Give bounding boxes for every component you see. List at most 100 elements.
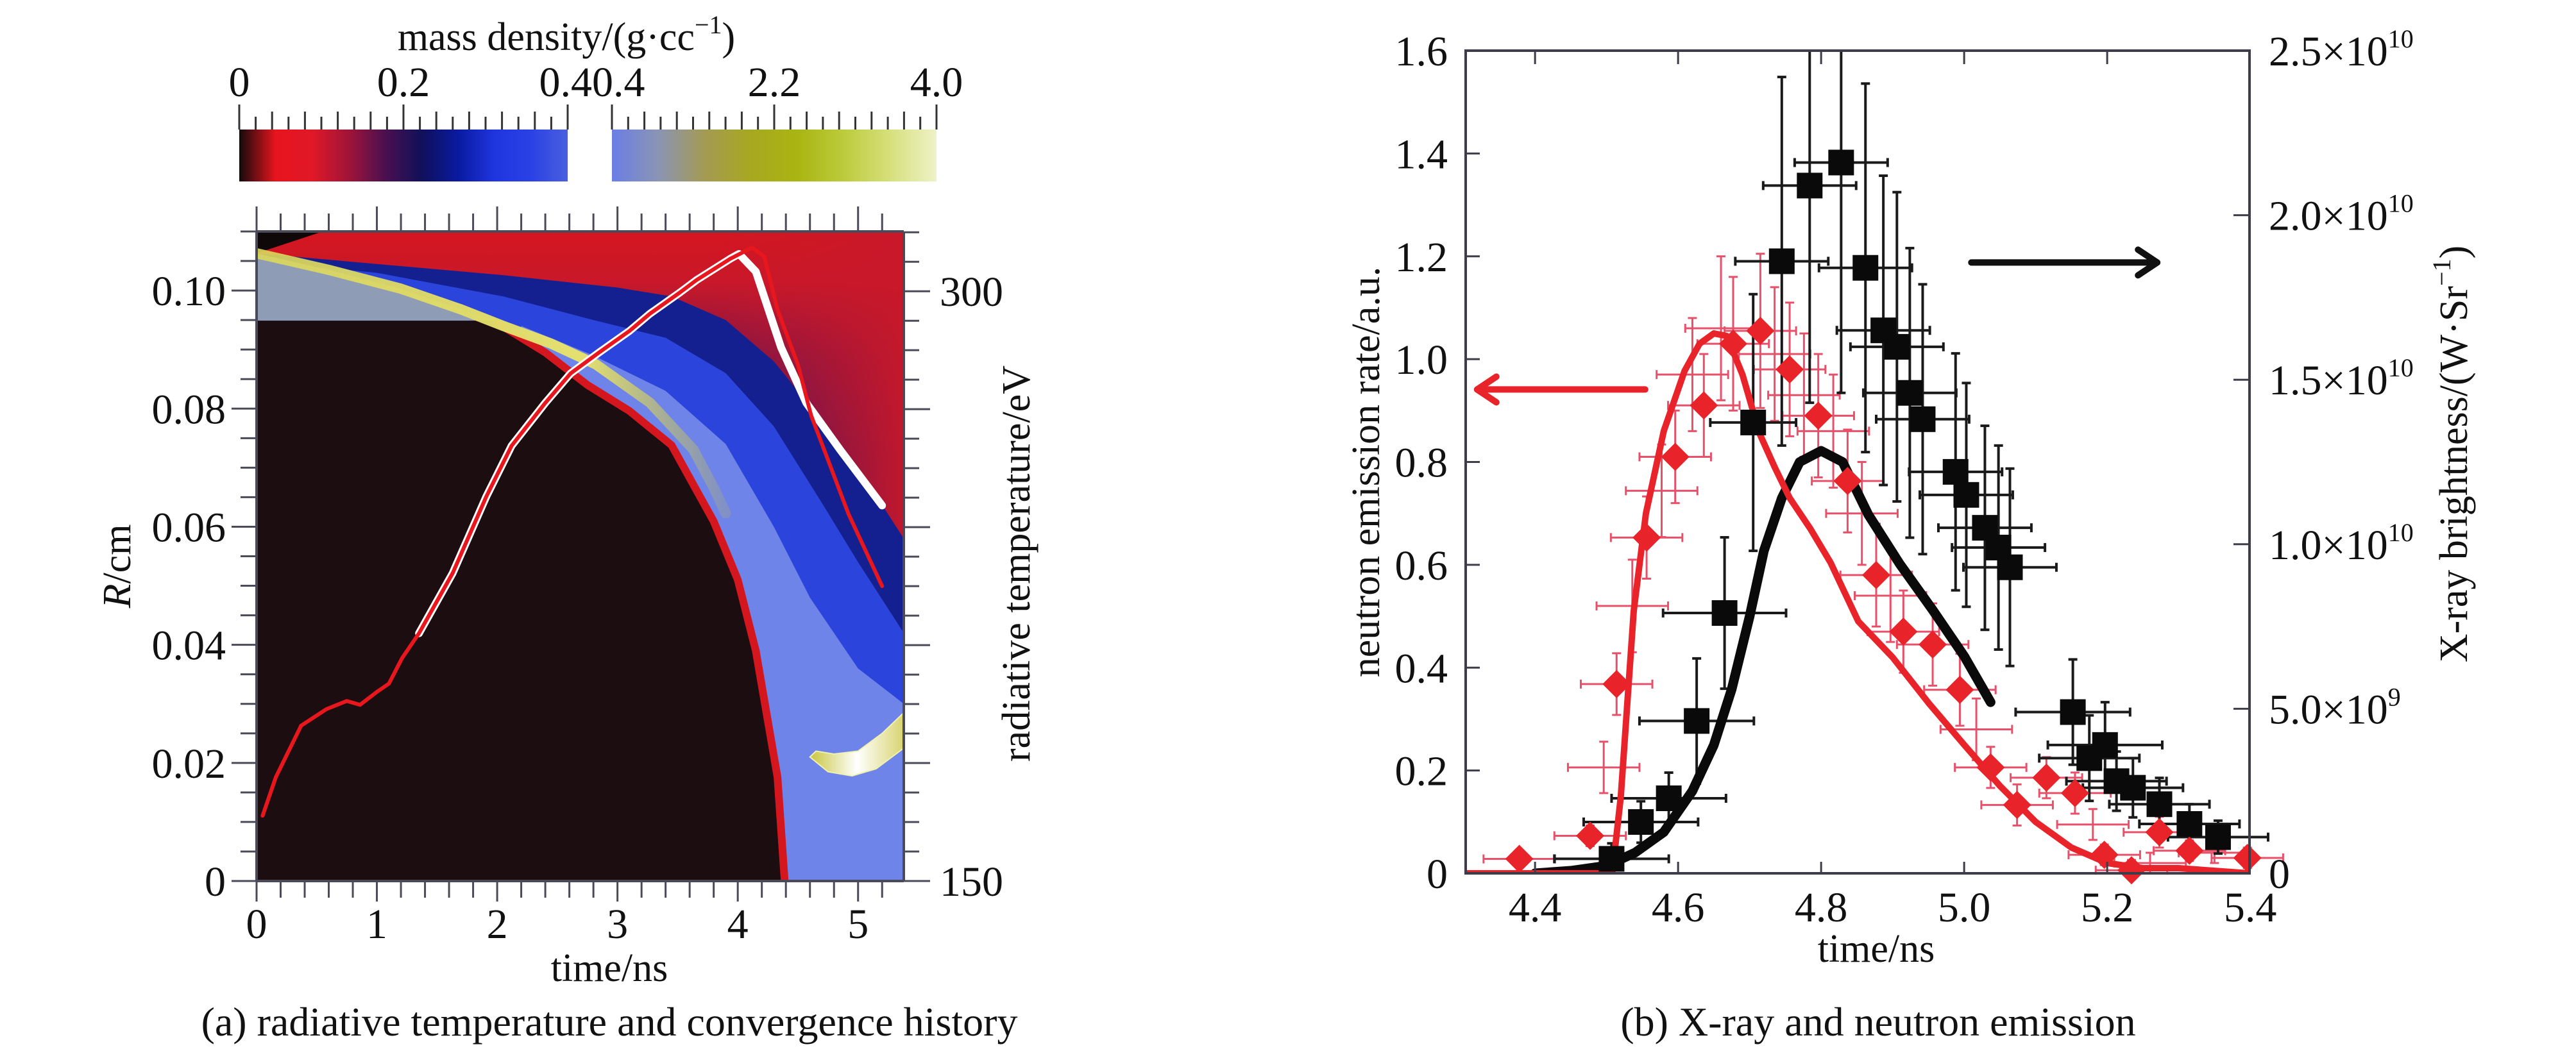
y-tick-label: 0.4 xyxy=(1395,645,1448,692)
arrow-right-icon xyxy=(2135,246,2161,279)
xray-data-point xyxy=(1852,255,1879,281)
neutron-data-point xyxy=(1690,391,1718,420)
neutron-data-point xyxy=(2145,818,2174,846)
y2-tick-base: 1.5×10 xyxy=(2269,357,2388,404)
xray-data-point xyxy=(2120,775,2146,801)
y2-tick-exponent: 10 xyxy=(2388,24,2414,53)
neutron-axis-arrow xyxy=(1473,373,1648,406)
y-tick-label: 0.2 xyxy=(1395,748,1448,795)
xray-data-point xyxy=(1740,409,1767,435)
y2-axis-title: X-ray brightness/(W·Sr−1) xyxy=(2427,246,2476,662)
neutron-data-point xyxy=(1945,675,1974,704)
y2-tick-exponent: 10 xyxy=(2388,353,2414,382)
y2-tick-base: 2.0×10 xyxy=(2269,193,2388,240)
panel-b-caption: (b) X-ray and neutron emission xyxy=(1620,999,2135,1045)
neutron-data-point xyxy=(1576,821,1605,850)
neutron-data-point xyxy=(1804,401,1833,430)
x-tick-label: 3 xyxy=(607,901,628,948)
neutron-data-point xyxy=(1505,844,1534,873)
y2-tick-label: 5.0×109 xyxy=(2269,682,2401,733)
neutron-data-point xyxy=(2060,778,2089,807)
x-tick-label: 4.6 xyxy=(1652,884,1705,931)
axes-a: 0 1 2 3 4 5 0 0.02 0.04 0.06 0.08 0.10 150 300 xyxy=(152,206,1003,948)
neutron-data-point xyxy=(2090,841,2119,869)
colorbar: mass density/(g·cc−1) 0 0.2 0.4 0.4 2.2 4.0 xyxy=(229,10,963,181)
y-tick-label: 0.04 xyxy=(152,623,226,669)
xray-data-point xyxy=(2205,824,2231,850)
error-bars xyxy=(1482,51,2284,875)
x-tick-label: 5.4 xyxy=(2224,884,2277,931)
xray-data-point xyxy=(2146,791,2173,818)
region-yellow-hot-spot xyxy=(809,712,904,777)
arrow-left-icon xyxy=(1473,373,1500,406)
xray-axis-arrow xyxy=(1968,246,2161,279)
y2-axis-title: radiative temperature/eV xyxy=(995,365,1038,762)
neutron-data-point xyxy=(1661,442,1690,471)
y-tick-label: 1.6 xyxy=(1395,28,1448,75)
xray-model-line xyxy=(1530,446,1996,873)
neutron-data-point xyxy=(1746,317,1775,346)
neutron-data-point xyxy=(2032,763,2061,792)
heatmap xyxy=(257,231,904,881)
xray-data-point xyxy=(1628,809,1654,835)
y-tick-label: 1.2 xyxy=(1395,234,1448,281)
neutron-model-line xyxy=(1466,330,2250,873)
neutron-data-point xyxy=(2175,836,2204,865)
neutron-data-point xyxy=(1775,355,1804,384)
colorbar-title-main: mass density/(g·cc xyxy=(398,15,695,59)
y2-tick-base: 0 xyxy=(2269,851,2290,898)
radiative-temperature-line xyxy=(260,246,885,818)
xray-data-point xyxy=(1953,482,1979,508)
colorbar-tick-label: 4.0 xyxy=(910,59,963,106)
model-curves xyxy=(1466,330,2250,873)
y2-tick-exponent: 10 xyxy=(2388,189,2414,218)
xray-data-point xyxy=(1768,248,1795,274)
x-tick-label: 5.0 xyxy=(1938,884,1991,931)
x-tick-label: 5 xyxy=(847,901,869,948)
x-tick-label: 5.2 xyxy=(2081,884,2134,931)
y2-tick-label: 1.5×1010 xyxy=(2269,353,2414,404)
region-corner xyxy=(257,231,323,254)
panel-b: 4.4 4.6 4.8 5.0 5.2 5.400.20.40.60.81.01.21.4… xyxy=(1344,24,2476,1045)
neutron-data-point xyxy=(1919,630,1947,659)
axes-b: 4.4 4.6 4.8 5.0 5.2 5.400.20.40.60.81.01.21.4… xyxy=(1395,24,2414,931)
y-tick-label: 0.02 xyxy=(152,741,226,787)
neutron-data-point xyxy=(1602,669,1631,698)
y2-axis-title-end: ) xyxy=(2432,246,2476,259)
xray-data-point xyxy=(2176,811,2203,837)
y2-tick-base: 1.0×10 xyxy=(2269,522,2388,569)
xray-data-point xyxy=(2060,699,2086,725)
x-tick-label: 1 xyxy=(366,901,387,948)
panel-a: mass density/(g·cc−1) 0 0.2 0.4 0.4 2.2 4.0 0… xyxy=(96,10,1038,1045)
y-tick-label: 0 xyxy=(1427,851,1448,898)
colorbar-title: mass density/(g·cc−1) xyxy=(398,10,735,59)
neutron-data-point xyxy=(1889,617,1918,646)
xray-data-point xyxy=(1598,846,1625,872)
x-tick-label: 4.4 xyxy=(1509,884,1562,931)
region-fuel xyxy=(257,321,785,881)
y-tick-label: 0.6 xyxy=(1395,542,1448,589)
neutron-data-point xyxy=(2003,791,2031,819)
xray-data-point xyxy=(1797,172,1823,199)
xray-data-point xyxy=(1711,600,1738,626)
colorbar-title-sup: −1 xyxy=(695,10,722,39)
colorbar-segment xyxy=(612,130,936,181)
y-tick-label: 0.10 xyxy=(152,268,226,315)
plot-b xyxy=(1466,51,2284,885)
y-tick-label: 0.8 xyxy=(1395,440,1448,487)
xray-data-point xyxy=(1656,785,1682,811)
y-axis-title: neutron emission rate/a.u. xyxy=(1344,267,1388,678)
x-tick-label: 2 xyxy=(487,901,508,948)
y-tick-label: 0.06 xyxy=(152,504,226,551)
y-tick-label: 0 xyxy=(205,859,226,905)
y2-tick-label: 150 xyxy=(940,859,1003,905)
xray-data-point xyxy=(1897,380,1923,406)
y-axis-title: R/cm xyxy=(96,524,139,609)
colorbar-title-end: ) xyxy=(722,15,736,59)
y2-tick-label: 1.0×1010 xyxy=(2269,518,2414,569)
xray-data-point xyxy=(1942,458,1969,485)
xray-data-point xyxy=(1684,708,1710,734)
xray-data-point xyxy=(1884,333,1910,360)
y2-tick-exponent: 10 xyxy=(2388,518,2414,547)
